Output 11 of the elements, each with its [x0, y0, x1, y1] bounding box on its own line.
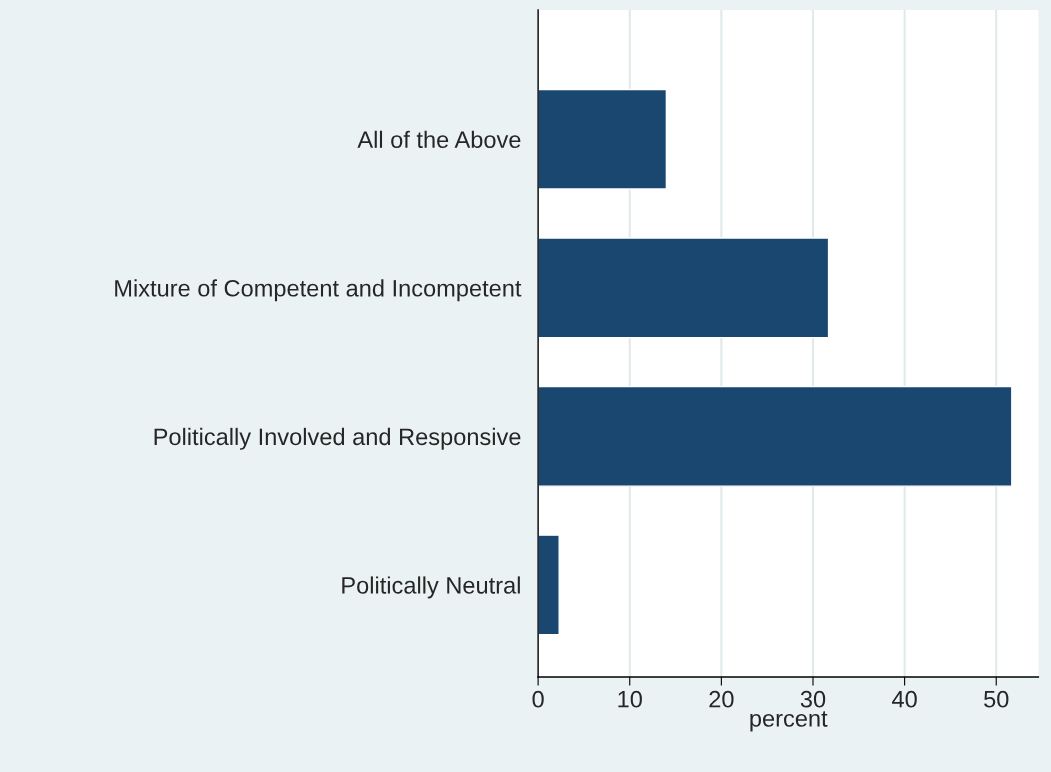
y-tick-label: Mixture of Competent and Incompetent [115, 279, 522, 302]
x-tick-label: 40 [892, 690, 917, 708]
x-tick-label: 20 [709, 690, 734, 708]
y-tick-label: All of the Above [357, 130, 521, 149]
x-tick-label: 50 [984, 690, 1009, 708]
x-tick-label: 30 [800, 690, 826, 708]
x-tick-label: 10 [618, 690, 642, 708]
x-axis-title: percent [750, 711, 828, 732]
x-tick-label: 0 [532, 690, 544, 708]
y-tick-label: Politically Involved and Responsive [154, 427, 521, 450]
y-tick-label: Politically Neutral [342, 576, 520, 599]
